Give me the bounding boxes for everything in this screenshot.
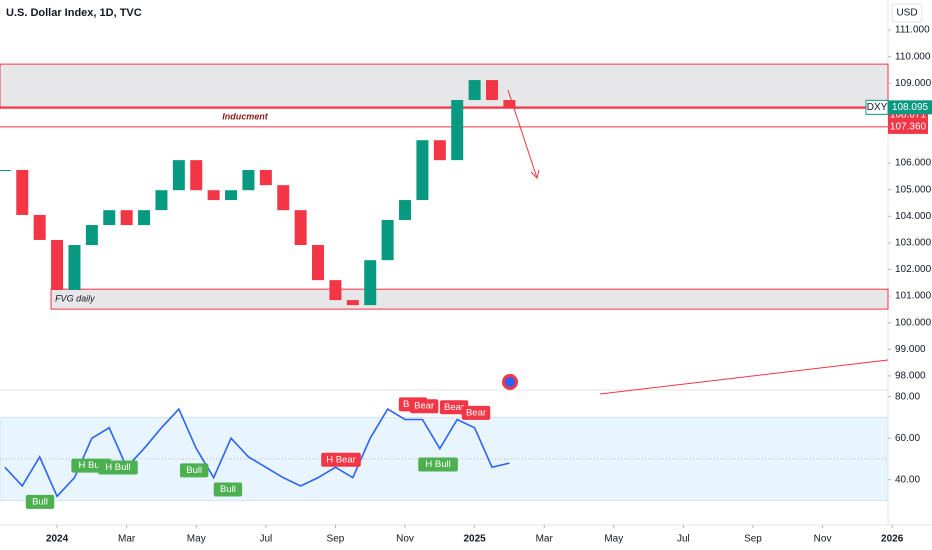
y-tick-label: 104.000 (895, 211, 932, 222)
signal-tag (25, 494, 55, 509)
candle (451, 100, 464, 161)
x-tick-label: Mar (118, 534, 136, 545)
x-tick-label: May (604, 534, 623, 545)
candle (33, 214, 46, 240)
zone-label: FVG daily (55, 294, 95, 304)
candle (346, 300, 359, 306)
level-label: 108.071 (890, 110, 927, 121)
x-tick-label: Nov (396, 534, 414, 545)
signal-label: H Bull (105, 462, 130, 473)
signal-label: H Bear (326, 454, 356, 465)
candle (312, 245, 325, 281)
y-tick-label: 111.000 (895, 25, 930, 36)
y2-tick-label: 40.00 (895, 474, 920, 485)
candle (503, 100, 516, 108)
signal-tag (418, 457, 458, 472)
x-tick-label: 2024 (46, 534, 69, 545)
zone (50, 288, 889, 310)
candle (399, 200, 412, 221)
y2-tick-label: 60.00 (895, 433, 920, 444)
candle (486, 80, 499, 101)
candle (172, 160, 185, 191)
candle (68, 245, 81, 290)
candle (225, 190, 238, 201)
candle (277, 185, 290, 211)
price-label: 108.095 (892, 102, 929, 113)
zone (0, 63, 889, 108)
signal-label: Bear (414, 401, 434, 412)
x-tick-label: May (187, 534, 206, 545)
candle (364, 260, 377, 306)
candle (433, 140, 446, 161)
candle (329, 280, 342, 301)
x-tick-label: Nov (814, 534, 832, 545)
candle (468, 80, 481, 101)
x-tick-label: Jul (259, 534, 272, 545)
x-tick-label: Sep (327, 534, 345, 545)
y-tick-label: 106.000 (895, 158, 932, 169)
signal-tag (409, 399, 439, 414)
y-tick-label: 98.000 (895, 371, 926, 382)
candle (207, 190, 220, 201)
signal-tag (213, 482, 243, 497)
x-tick-label: 2025 (463, 534, 486, 545)
level-label: 107.360 (890, 122, 927, 133)
x-tick-label: 2026 (881, 534, 904, 545)
x-tick-label: Jul (677, 534, 690, 545)
x-tick-label: Sep (744, 534, 762, 545)
y-tick-label: 102.000 (895, 264, 932, 275)
signal-label: Bull (186, 465, 202, 476)
signal-tag (439, 400, 469, 415)
candle (51, 239, 64, 290)
currency[interactable]: USD (896, 8, 917, 19)
candle (0, 169, 11, 171)
signal-label: Bear (444, 402, 464, 413)
level-note: Inducment (222, 111, 269, 121)
level-tag (888, 119, 928, 134)
arrow-head (530, 169, 540, 179)
signal-tag (321, 452, 361, 467)
y-tick-label: 101.000 (895, 291, 932, 302)
candle (120, 210, 133, 226)
signal-tag (179, 463, 209, 478)
price-tag (888, 100, 932, 115)
y-tick-label: 110.000 (895, 51, 931, 62)
candle (103, 210, 116, 226)
candle (381, 220, 394, 261)
y-tick-label: 99.000 (895, 344, 926, 355)
currency-button[interactable] (891, 3, 923, 23)
candle (259, 169, 272, 186)
signal-label: H Bull (425, 459, 450, 470)
candle (155, 190, 168, 211)
candle (138, 210, 151, 226)
candle (294, 210, 307, 246)
y-tick-label: 109.000 (895, 78, 932, 89)
candle (242, 169, 255, 191)
indicator-line (4, 407, 510, 498)
signal-label: Bull (220, 484, 236, 495)
symbol-label: DXY (867, 102, 888, 113)
y-tick-label: 103.000 (895, 238, 932, 249)
y-tick-label: 105.000 (895, 184, 932, 195)
x-tick-label: Mar (536, 534, 554, 545)
signal-label: Bull (32, 496, 48, 507)
candle (416, 140, 429, 201)
candle (16, 169, 29, 215)
y2-tick-label: 80.00 (895, 391, 920, 402)
y-tick-label: 100.000 (895, 317, 932, 328)
candle (85, 225, 98, 246)
candle (190, 160, 203, 191)
signal-label: Bear (466, 407, 486, 418)
trend-line (599, 359, 889, 395)
signal-label: H Bull (78, 460, 103, 471)
signal-tag (461, 405, 491, 420)
event-icon-inner (505, 377, 515, 387)
signal-tag (98, 460, 138, 475)
chart-title: U.S. Dollar Index, 1D, TVC (6, 7, 142, 19)
